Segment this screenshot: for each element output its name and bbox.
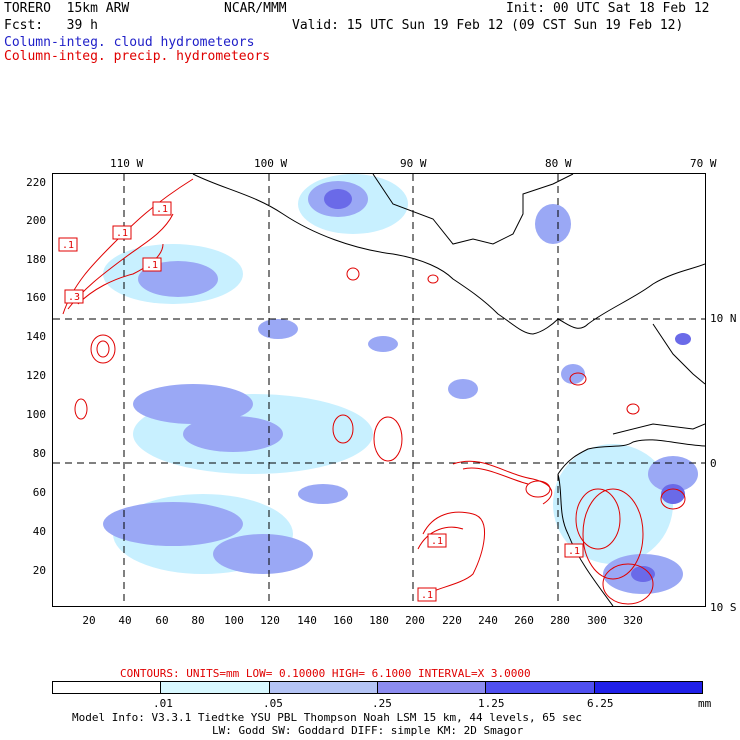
x-tick: 300	[587, 614, 607, 627]
x-tick: 200	[405, 614, 425, 627]
colorbar-cell	[377, 681, 487, 694]
colorbar-label: .25	[372, 697, 392, 710]
x-tick: 120	[260, 614, 280, 627]
init-time: Init: 00 UTC Sat 18 Feb 12	[506, 1, 710, 16]
contour-label: .1	[62, 240, 74, 251]
colorbar-units: mm	[698, 697, 712, 710]
y-tick: 60	[32, 486, 46, 499]
y-tick: 180	[26, 253, 46, 266]
colorbar-cell	[485, 681, 595, 694]
y-tick: 160	[26, 291, 46, 304]
y-tick: 20	[32, 564, 46, 577]
y-tick: 220	[26, 176, 46, 189]
contour-label: .3	[68, 292, 80, 303]
colorbar-cell	[160, 681, 270, 694]
lat-label-10n: 10 N	[710, 312, 737, 325]
x-tick: 160	[333, 614, 353, 627]
contour-label: .1	[431, 536, 443, 547]
cloud-medium-field	[103, 181, 698, 594]
y-tick: 200	[26, 214, 46, 227]
colorbar-cell	[52, 681, 162, 694]
x-tick: 280	[550, 614, 570, 627]
contour-label: .1	[156, 204, 168, 215]
colorbar-label: .01	[153, 697, 173, 710]
model-info: Model Info: V3.3.1 Tiedtke YSU PBL Thomp…	[72, 711, 582, 724]
org-label: NCAR/MMM	[224, 1, 287, 16]
map-panel: .1 .1 .1 .1 .3 .1 .1 .1	[52, 173, 706, 607]
y-tick: 120	[26, 369, 46, 382]
lat-label-0: 0	[710, 457, 717, 470]
colorbar-label: 1.25	[478, 697, 505, 710]
x-tick: 320	[623, 614, 643, 627]
lon-label-90w: 90 W	[400, 157, 427, 170]
lon-label-80w: 80 W	[545, 157, 572, 170]
lat-label-10s: 10 S	[710, 601, 737, 614]
x-tick: 60	[155, 614, 169, 627]
x-tick: 180	[369, 614, 389, 627]
colorbar-cell	[268, 681, 378, 694]
x-tick: 240	[478, 614, 498, 627]
model-physics: LW: Godd SW: Goddard DIFF: simple KM: 2D…	[212, 724, 524, 737]
lat-lon-grid	[53, 174, 705, 606]
contour-label: .1	[146, 260, 158, 271]
colorbar-label: 6.25	[587, 697, 614, 710]
colorbar-label: .05	[263, 697, 283, 710]
colorbar-cell	[593, 681, 703, 694]
y-tick: 140	[26, 330, 46, 343]
lon-label-100w: 100 W	[254, 157, 288, 170]
valid-time: Valid: 15 UTC Sun 19 Feb 12 (09 CST Sun …	[292, 18, 684, 33]
x-tick: 260	[514, 614, 534, 627]
x-tick: 140	[297, 614, 317, 627]
coastline	[192, 174, 705, 606]
cloud-dark-field	[324, 189, 691, 582]
contour-label-group: .1 .1 .1 .1 .3 .1 .1 .1	[58, 201, 584, 602]
lon-label-70w: 70 W	[690, 157, 717, 170]
precip-contours	[62, 178, 686, 605]
model-title: TORERO 15km ARW	[4, 1, 130, 16]
x-tick: 220	[442, 614, 462, 627]
y-tick: 40	[32, 525, 46, 538]
y-tick: 80	[32, 447, 46, 460]
cloud-legend-label: Column-integ. cloud hydrometeors	[4, 35, 255, 50]
precip-legend-label: Column-integ. precip. hydrometeors	[4, 49, 271, 64]
contour-info: CONTOURS: UNITS=mm LOW= 0.10000 HIGH= 6.…	[120, 667, 531, 680]
x-tick: 80	[191, 614, 205, 627]
x-tick: 100	[224, 614, 244, 627]
contour-label: .1	[568, 546, 580, 557]
lon-label-110w: 110 W	[110, 157, 144, 170]
x-tick: 20	[82, 614, 96, 627]
y-tick: 100	[26, 408, 46, 421]
forecast-hour: Fcst: 39 h	[4, 18, 98, 33]
map-canvas: .1 .1 .1 .1 .3 .1 .1 .1	[53, 174, 705, 606]
contour-label: .1	[421, 590, 433, 601]
x-tick: 40	[118, 614, 132, 627]
contour-label: .1	[116, 228, 128, 239]
